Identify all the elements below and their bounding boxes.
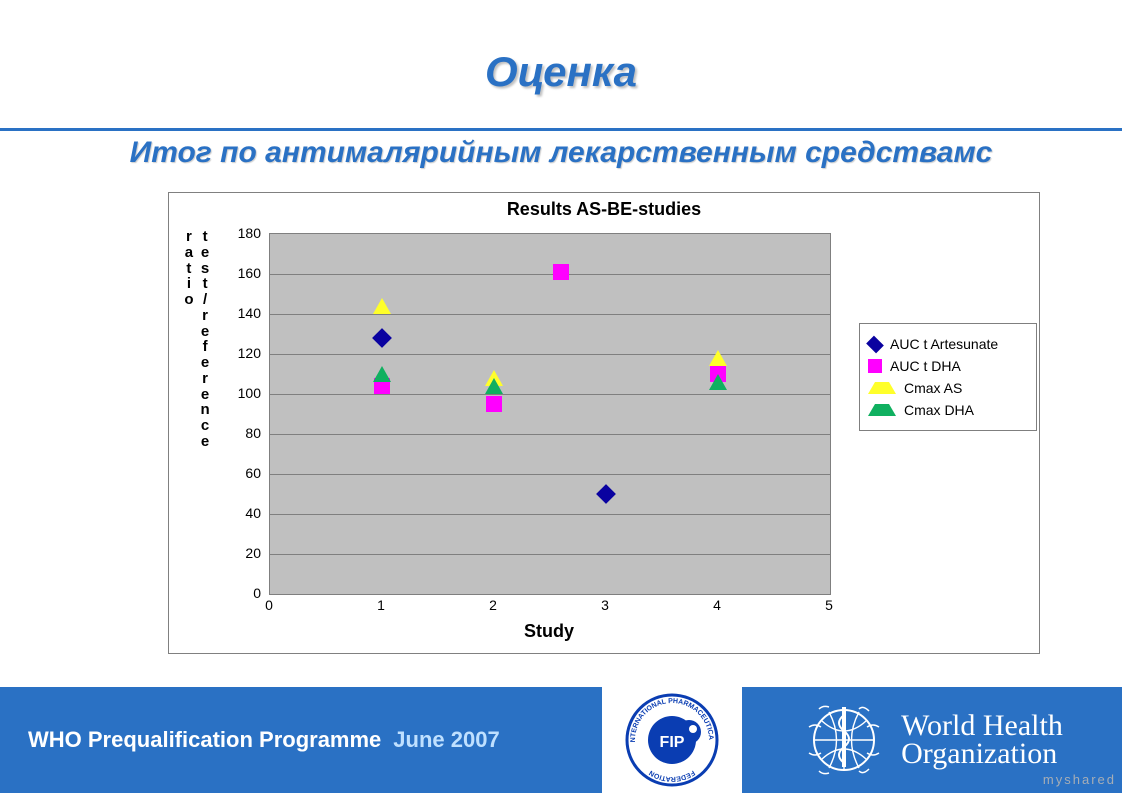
x-axis-ticks: 012345: [269, 597, 829, 617]
footer-left: WHO Prequalification Programme June 2007: [0, 687, 602, 793]
y-axis-label: ratio test/reference: [175, 229, 219, 450]
chart-legend: AUC t Artesunate AUC t DHA Cmax AS Cmax DHA: [859, 323, 1037, 431]
chart-point: [373, 366, 391, 382]
legend-marker: [868, 404, 896, 416]
x-tick: 2: [489, 597, 497, 613]
chart-container: Results AS-BE-studies ratio test/referen…: [168, 192, 1040, 654]
x-tick: 3: [601, 597, 609, 613]
fip-logo: FIP INTERNATIONAL PHARMACEUTICAL FEDERAT…: [602, 687, 742, 793]
legend-label: AUC t Artesunate: [890, 336, 998, 352]
chart-point: [485, 378, 503, 394]
who-text: World Health Organization: [901, 712, 1063, 769]
chart-point: [553, 264, 569, 280]
legend-marker: [866, 335, 884, 353]
y-tick: 20: [245, 545, 261, 561]
page-title: Оценка: [485, 48, 637, 96]
y-tick: 160: [238, 265, 261, 281]
who-logo-block: World Health Organization: [742, 687, 1122, 793]
legend-label: Cmax DHA: [904, 402, 974, 418]
y-axis-ticks: 020406080100120140160180: [229, 233, 265, 593]
footer-date: June 2007: [393, 727, 499, 753]
legend-label: AUC t DHA: [890, 358, 961, 374]
y-tick: 40: [245, 505, 261, 521]
subtitle-wrap: Итог по антималярийным лекарственным сре…: [0, 136, 1122, 170]
chart-title: Results AS-BE-studies: [169, 199, 1039, 220]
svg-text:FIP: FIP: [660, 734, 685, 751]
y-tick: 120: [238, 345, 261, 361]
title-wrap: Оценка: [0, 0, 1122, 96]
slide: Оценка Итог по антималярийным лекарствен…: [0, 0, 1122, 793]
y-tick: 140: [238, 305, 261, 321]
chart-point: [596, 484, 616, 504]
svg-text:FEDERATION: FEDERATION: [648, 769, 696, 782]
y-tick: 0: [253, 585, 261, 601]
chart-point: [486, 396, 502, 412]
y-tick: 60: [245, 465, 261, 481]
who-line2: Organization: [901, 740, 1063, 769]
chart-point: [372, 328, 392, 348]
x-tick: 5: [825, 597, 833, 613]
y-tick: 80: [245, 425, 261, 441]
x-tick: 4: [713, 597, 721, 613]
title-rule: [0, 128, 1122, 131]
x-tick: 0: [265, 597, 273, 613]
fip-icon: FIP INTERNATIONAL PHARMACEUTICAL FEDERAT…: [617, 690, 727, 790]
chart-plot-area: [269, 233, 831, 595]
y-tick: 180: [238, 225, 261, 241]
y-tick: 100: [238, 385, 261, 401]
legend-item: Cmax AS: [868, 380, 1028, 396]
x-axis-label: Study: [269, 621, 829, 642]
legend-marker: [868, 359, 882, 373]
page-subtitle: Итог по антималярийным лекарственным сре…: [0, 136, 1122, 170]
legend-marker: [868, 382, 896, 394]
footer-bar: WHO Prequalification Programme June 2007…: [0, 687, 1122, 793]
x-tick: 1: [377, 597, 385, 613]
footer-programme: WHO Prequalification Programme: [28, 727, 381, 753]
who-icon: [801, 697, 887, 783]
legend-item: Cmax DHA: [868, 402, 1028, 418]
chart-point: [709, 374, 727, 390]
chart-point: [373, 298, 391, 314]
who-line1: World Health: [901, 712, 1063, 741]
legend-item: AUC t DHA: [868, 358, 1028, 374]
legend-item: AUC t Artesunate: [868, 336, 1028, 352]
legend-label: Cmax AS: [904, 380, 962, 396]
chart-point: [709, 350, 727, 366]
